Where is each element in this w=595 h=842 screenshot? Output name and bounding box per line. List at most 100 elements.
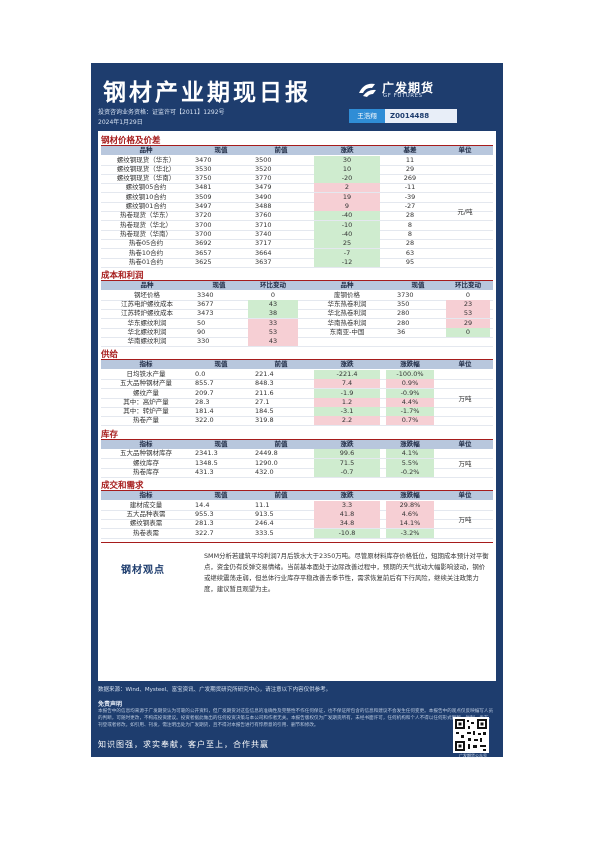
- change-value: 23: [446, 299, 490, 309]
- column-header: 涨跌: [340, 146, 354, 154]
- change-value: 34.8: [314, 519, 380, 529]
- row-label: 日均铁水产量: [126, 369, 166, 378]
- unit-label: 元/吨: [457, 208, 473, 217]
- row-label: 废钢价格: [334, 290, 360, 299]
- column-header: 现值: [411, 281, 425, 290]
- table-row: 钢坯价格 3340 0 废钢价格 3730 0: [101, 291, 493, 300]
- section-title-inventory: 库存: [101, 429, 119, 440]
- current-value: 3625: [195, 257, 212, 266]
- view-label: 钢材观点: [121, 564, 165, 576]
- current-value: 3730: [397, 290, 414, 299]
- table-header: [101, 146, 493, 155]
- change-pct: 4.4%: [386, 397, 434, 407]
- section-title-cost: 成本和利润: [101, 271, 144, 282]
- previous-value: 432.0: [255, 467, 274, 476]
- table-row: 热卷10合约 3657 3664 -7 63: [101, 248, 493, 258]
- row-divider: [101, 266, 493, 268]
- section-title-supply: 供给: [101, 350, 119, 361]
- row-label: 热卷10合约: [128, 248, 164, 257]
- change-value: 25: [314, 239, 380, 249]
- current-value: 3509: [195, 192, 212, 201]
- basis-value: 11: [405, 155, 415, 164]
- current-value: 2341.3: [195, 449, 218, 458]
- current-value: 3473: [197, 309, 214, 318]
- gf-logo-icon: [359, 83, 376, 97]
- row-label: 华北热卷利润: [327, 309, 367, 318]
- column-header: 基差: [403, 146, 417, 154]
- basis-value: 95: [405, 257, 415, 266]
- change-pct: 14.1%: [386, 519, 434, 529]
- change-value: 9: [314, 202, 380, 211]
- previous-value: 913.5: [255, 509, 274, 518]
- table-row: 螺纹钢现货（华南） 3750 3770 -20 269: [101, 174, 493, 184]
- row-divider: [101, 467, 493, 469]
- table-row: 江苏电炉螺纹成本 3677 43 华东热卷利润 350 23: [101, 299, 493, 309]
- table-row: 螺纹钢表需 281.3 246.4 34.8 14.1%: [101, 519, 493, 529]
- table-row: 华南螺纹利润 330 43: [101, 337, 493, 347]
- row-divider: [101, 257, 493, 259]
- previous-value: 3710: [255, 220, 272, 229]
- change-pct: -0.2%: [386, 467, 434, 477]
- current-value: 3657: [195, 248, 212, 257]
- previous-value: 319.8: [255, 416, 274, 425]
- previous-value: 211.6: [255, 388, 274, 397]
- change-value: 29: [446, 318, 490, 328]
- column-header: 品种: [139, 146, 153, 154]
- unit-label: 万吨: [458, 460, 472, 469]
- row-divider: [101, 248, 493, 250]
- current-value: 36: [397, 327, 406, 336]
- current-value: 281.3: [195, 519, 214, 528]
- row-divider: [101, 425, 493, 427]
- current-value: 3470: [195, 155, 212, 164]
- row-label: 热卷表需: [133, 528, 159, 537]
- change-value: 33: [248, 318, 298, 328]
- column-header: 涨跌: [340, 491, 354, 500]
- change-pct: -3.2%: [386, 528, 434, 538]
- analyst-code: Z0014488: [385, 109, 457, 123]
- change-value: 43: [248, 299, 298, 309]
- row-label: 螺纹产量: [133, 388, 159, 397]
- row-divider: [101, 378, 493, 380]
- table-row: 热卷现货（华南） 3700 3740 -40 8: [101, 229, 493, 239]
- column-header: 现值: [212, 281, 226, 290]
- current-value: 90: [197, 327, 206, 336]
- previous-value: 3717: [255, 239, 272, 248]
- basis-value: -39: [404, 192, 416, 201]
- table-header: [101, 439, 493, 449]
- current-value: 3700: [195, 220, 212, 229]
- report-date: 2024年1月29日: [98, 119, 143, 126]
- section-line: [101, 541, 493, 543]
- change-value: -10.8: [314, 528, 380, 538]
- previous-value: 3488: [255, 202, 272, 210]
- current-value: 14.4: [195, 500, 210, 509]
- current-value: 0.0: [195, 369, 206, 378]
- column-header: 涨跌: [340, 439, 354, 448]
- license-line: 投资咨询业务资格：证监许可【2011】1292号: [98, 109, 225, 116]
- column-header: 前值: [274, 491, 288, 500]
- column-header: 涨跌幅: [400, 491, 420, 500]
- current-value: 181.4: [195, 407, 214, 416]
- row-label: [301, 337, 393, 346]
- current-value: 209.7: [195, 388, 214, 397]
- change-pct: 4.1%: [386, 449, 434, 459]
- basis-value: 28: [405, 239, 415, 248]
- qr-code-icon: [453, 717, 489, 753]
- change-value: 2.2: [314, 416, 380, 426]
- current-value: [393, 337, 443, 346]
- table-row: 螺纹库存 1348.5 1290.0 71.5 5.5%: [101, 458, 493, 468]
- row-divider: [101, 458, 493, 460]
- row-label: 热卷库存: [133, 467, 159, 476]
- change-value: -221.4: [314, 369, 380, 379]
- previous-value: 3637: [255, 257, 272, 266]
- change-pct: -100.0%: [386, 369, 434, 379]
- change-value: 1.2: [314, 397, 380, 407]
- table-row: 华北螺纹利润 90 53 东南亚-中国 36 0: [101, 327, 493, 337]
- column-header: 单位: [458, 360, 472, 369]
- view-text: SMM分析若建筑平均利润7月后铁水大于2350万吨。尽管原材料库存价格低位，短期…: [204, 551, 489, 593]
- current-value: 3530: [195, 164, 212, 173]
- change-value: 7.4: [314, 379, 380, 389]
- current-value: 3692: [195, 239, 212, 248]
- row-label: 华北螺纹利润: [127, 327, 167, 336]
- current-value: 280: [397, 318, 410, 327]
- row-label: 螺纹钢05合约: [125, 183, 167, 192]
